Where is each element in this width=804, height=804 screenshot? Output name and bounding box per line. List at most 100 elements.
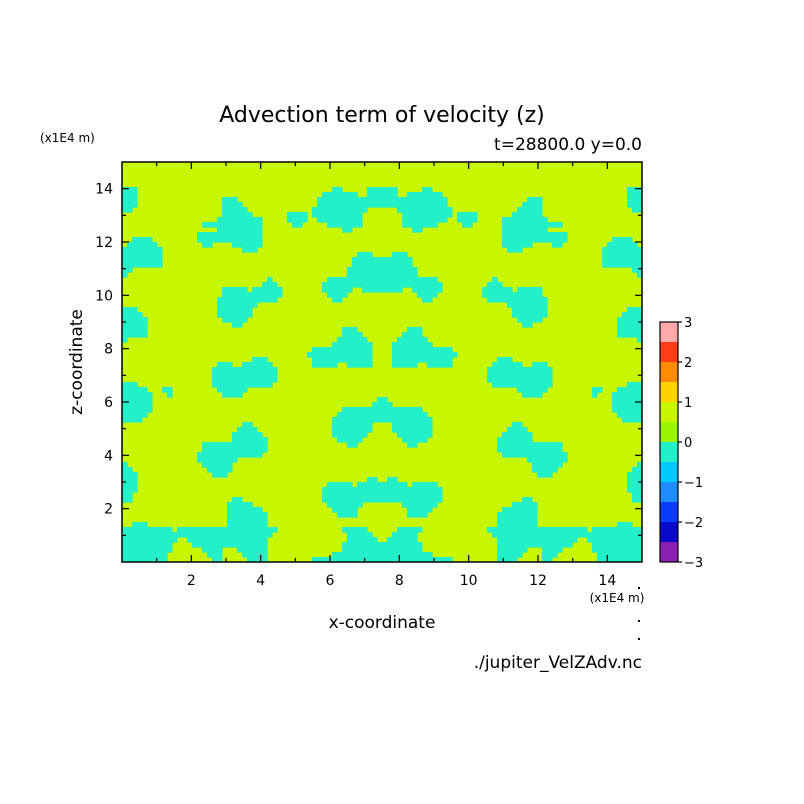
field-cell-run — [512, 502, 538, 508]
field-cell-run — [372, 402, 393, 408]
field-cell-run — [122, 412, 148, 418]
small-mark — [638, 620, 640, 622]
field-cell-run — [502, 242, 533, 248]
field-cell-run — [317, 197, 448, 203]
field-cell-run — [367, 192, 398, 198]
field-cell-run — [392, 252, 408, 258]
field-cell-run — [627, 202, 642, 208]
field-cell-run — [412, 482, 438, 488]
field-cell-run — [407, 512, 428, 518]
field-cell-run — [502, 217, 548, 223]
field-cell-run — [502, 432, 533, 438]
field-cell-run — [487, 282, 503, 288]
field-cell-run — [332, 432, 368, 438]
field-cell-run — [197, 457, 238, 463]
y-tick-label: 12 — [95, 235, 113, 251]
small-marks — [638, 587, 640, 640]
field-cell-run — [422, 297, 433, 303]
colorbar-swatch — [660, 462, 678, 482]
field-cell-run — [637, 462, 642, 468]
field-cell-run — [632, 497, 642, 503]
field-cell-run — [122, 262, 163, 268]
field-cell-run — [487, 367, 553, 373]
field-cell-run — [327, 292, 348, 298]
colorbar-swatch — [660, 522, 678, 542]
field-cell-run — [347, 272, 418, 278]
field-cell-run — [212, 377, 278, 383]
field-cell-run — [322, 487, 443, 493]
colorbar-label: 2 — [684, 356, 692, 371]
field-cell-run — [222, 197, 238, 203]
field-cell-run — [217, 362, 233, 368]
field-cell-run — [232, 242, 263, 248]
field-cell-run — [202, 442, 268, 448]
field-cell-run — [122, 207, 133, 213]
field-cell-run — [352, 257, 413, 263]
field-cell-run — [292, 222, 303, 228]
field-cell-run — [497, 537, 578, 543]
field-cell-run — [377, 397, 388, 403]
field-cell-run — [632, 207, 642, 213]
field-cell-run — [427, 362, 453, 368]
field-cell-run — [222, 317, 248, 323]
field-cell-run — [517, 387, 548, 393]
field-cell-run — [592, 392, 598, 398]
field-cell-run — [422, 187, 433, 193]
field-cell-run — [492, 362, 523, 368]
field-cell-run — [122, 307, 138, 313]
field-cell-run — [532, 462, 563, 468]
field-cell-run — [212, 557, 223, 562]
field-cell-run — [497, 517, 538, 523]
field-cell-run — [332, 187, 343, 193]
field-cell-run — [122, 382, 138, 388]
field-cell-run — [517, 287, 543, 293]
x-tick-label: 6 — [326, 573, 335, 589]
x-axis-label: x-coordinate — [329, 613, 436, 633]
field-cell-run — [637, 337, 642, 343]
field-cell-run — [237, 547, 268, 553]
field-cell-run — [342, 227, 353, 233]
colorbar: 3 2 1 0 −1 −2 −3 — [659, 316, 703, 571]
field-cell-run — [397, 337, 428, 343]
field-cell-run — [407, 327, 423, 333]
field-cell-run — [532, 362, 548, 368]
field-cell-run — [627, 482, 642, 488]
field-cell-run — [342, 527, 368, 533]
field-cell-run — [212, 472, 228, 478]
field-cell-run — [627, 192, 642, 198]
field-cell-run — [542, 557, 553, 562]
field-cell-run — [122, 417, 143, 423]
field-cell-run — [622, 417, 642, 423]
field-cell-run — [322, 497, 443, 503]
field-cell-run — [457, 217, 478, 223]
field-cell-run — [242, 362, 273, 368]
field-cell-run — [402, 222, 438, 228]
x-tick-label: 2 — [187, 573, 196, 589]
field-cell-run — [132, 237, 153, 243]
field-cell-run — [392, 532, 418, 538]
field-cell-run — [287, 217, 308, 223]
field-cell-run — [227, 522, 268, 528]
field-cell-run — [497, 547, 528, 553]
chart-subtitle: t=28800.0 y=0.0 — [494, 135, 642, 155]
colorbar-label: −2 — [684, 516, 703, 531]
field-cell-run — [322, 287, 353, 293]
colorbar-label: 1 — [684, 396, 692, 411]
source-file-label: ./jupiter_VelZAdv.nc — [474, 653, 642, 673]
field-cell-run — [252, 357, 268, 363]
field-cell-run — [502, 507, 538, 513]
small-mark — [638, 587, 640, 589]
x-tick-label: 10 — [460, 573, 478, 589]
field-cell-run — [222, 287, 248, 293]
x-tick-label: 14 — [598, 573, 616, 589]
field-cell-run — [347, 537, 378, 543]
field-cell-run — [637, 272, 642, 278]
field-cell-run — [192, 542, 268, 548]
field-cell-run — [312, 557, 453, 562]
field-cell-run — [402, 332, 423, 338]
field-cell-run — [222, 292, 283, 298]
field-cell-run — [507, 302, 548, 308]
field-cell-run — [407, 442, 418, 448]
field-cell-run — [497, 357, 513, 363]
